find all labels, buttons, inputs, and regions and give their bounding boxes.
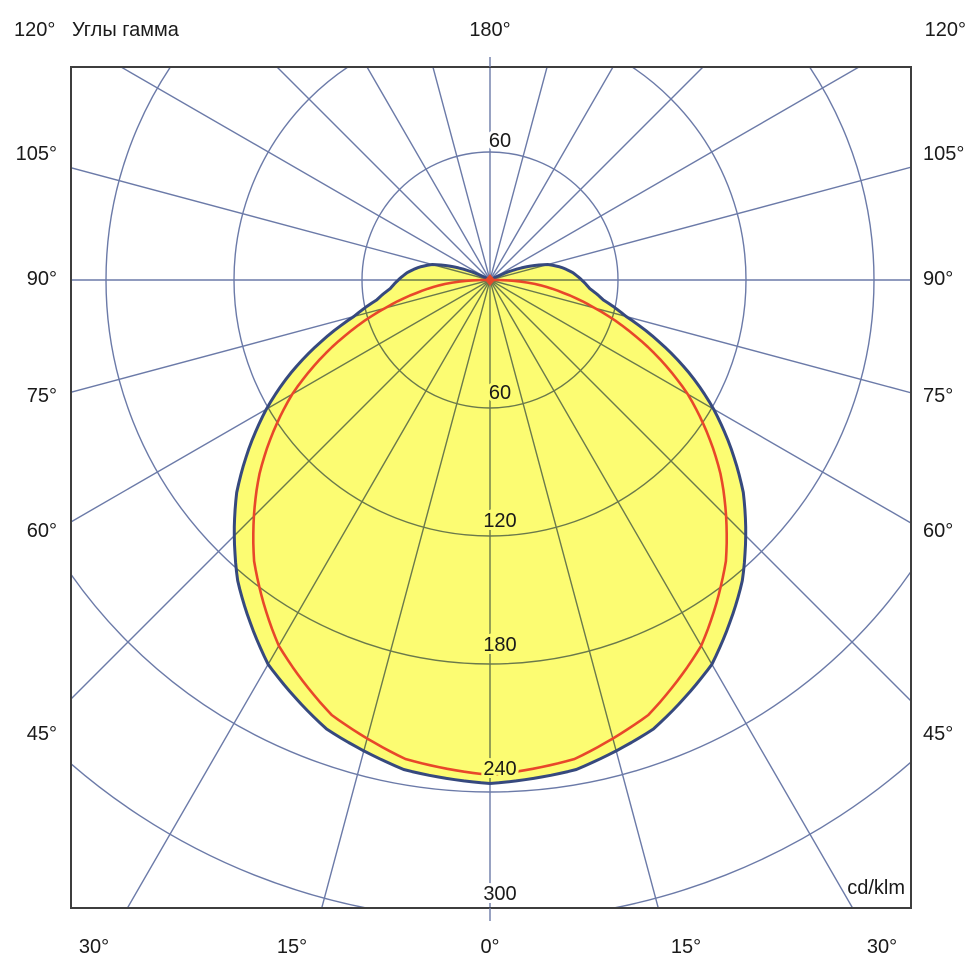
- gamma-label-right: 90°: [923, 268, 953, 290]
- radial-tick-label: 120: [483, 510, 516, 532]
- radial-tick-label: 240: [483, 758, 516, 780]
- gamma-label-right: 105°: [923, 143, 964, 165]
- curve-blue: [232, 263, 748, 785]
- gamma-label-left: 105°: [16, 143, 57, 165]
- unit-label: cd/klm: [847, 877, 905, 899]
- gamma-label-right: 60°: [923, 520, 953, 542]
- radial-tick-label: 60: [489, 130, 511, 152]
- plot-border: [70, 66, 912, 909]
- gamma-label-left: 45°: [27, 723, 57, 745]
- gamma-label-bottom: 30°: [867, 936, 897, 958]
- radial-tick-label: 60: [489, 382, 511, 404]
- axis-labels: 105° 90° 75° 60° 45° 105° 90° 75° 60° 45° 30° 15° 0°…: [16, 127, 965, 958]
- gamma-label-right: 75°: [923, 385, 953, 407]
- diagram-title: Углы гамма: [72, 19, 179, 41]
- gamma-label-right: 45°: [923, 723, 953, 745]
- gamma-label-bottom: 15°: [671, 936, 701, 958]
- radial-tick-label: 300: [483, 883, 516, 905]
- gamma-label-bottom: 30°: [79, 936, 109, 958]
- radial-tick-label: 180: [483, 634, 516, 656]
- gamma-label-top-center: 180°: [469, 19, 511, 41]
- gamma-label-left: 90°: [27, 268, 57, 290]
- gamma-label-left: 75°: [27, 385, 57, 407]
- curve-red-center-knot: [485, 274, 495, 286]
- gamma-label-top-right: 120°: [924, 19, 966, 41]
- gamma-label-bottom: 0°: [480, 936, 499, 958]
- gamma-label-left: 60°: [27, 520, 57, 542]
- gamma-label-bottom: 15°: [277, 936, 307, 958]
- gamma-label-top-left: 120°: [14, 19, 56, 41]
- curve-red: [252, 278, 728, 777]
